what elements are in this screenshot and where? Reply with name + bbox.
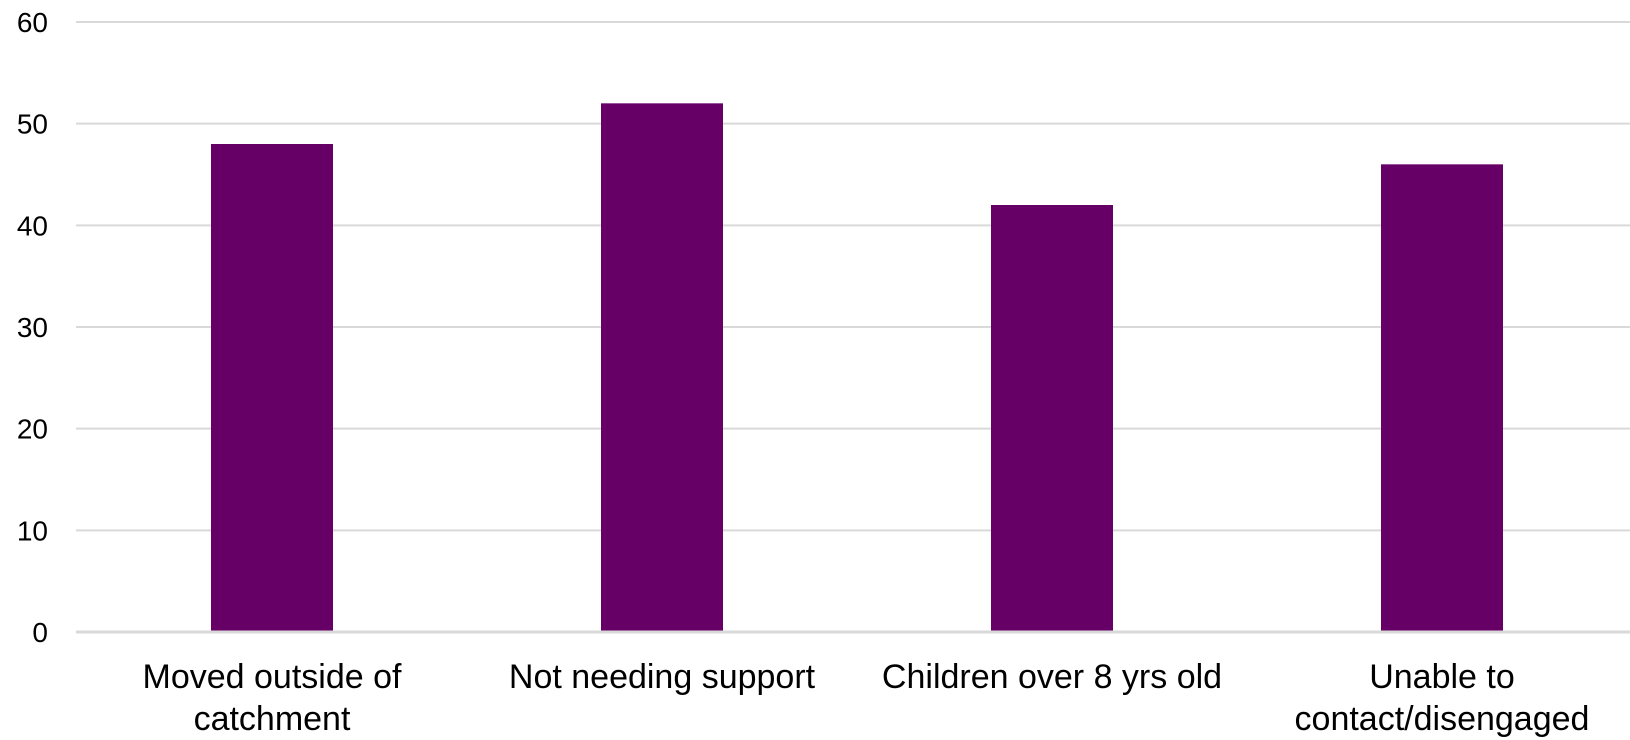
y-axis-tick-labels: 0 10 20 30 40 50 60 (17, 7, 48, 648)
x-category-label: Unable to contact/disengaged (1295, 658, 1590, 738)
y-tick-label: 20 (17, 414, 48, 445)
x-category-label: Children over 8 yrs old (882, 658, 1222, 696)
y-tick-label: 60 (17, 7, 48, 38)
x-axis-category-labels: Moved outside of catchment Not needing sup… (143, 658, 1590, 738)
bar (601, 103, 723, 633)
x-category-label: Not needing support (509, 658, 816, 696)
y-tick-label: 30 (17, 312, 48, 343)
bar (211, 144, 333, 632)
y-tick-label: 40 (17, 210, 48, 241)
bars (211, 103, 1503, 633)
y-tick-label: 50 (17, 109, 48, 140)
bar (991, 205, 1113, 632)
gridlines (76, 21, 1630, 532)
y-tick-label: 10 (17, 515, 48, 546)
y-tick-label: 0 (32, 617, 48, 648)
bar (1381, 164, 1503, 633)
x-category-label: Moved outside of catchment (143, 658, 402, 738)
